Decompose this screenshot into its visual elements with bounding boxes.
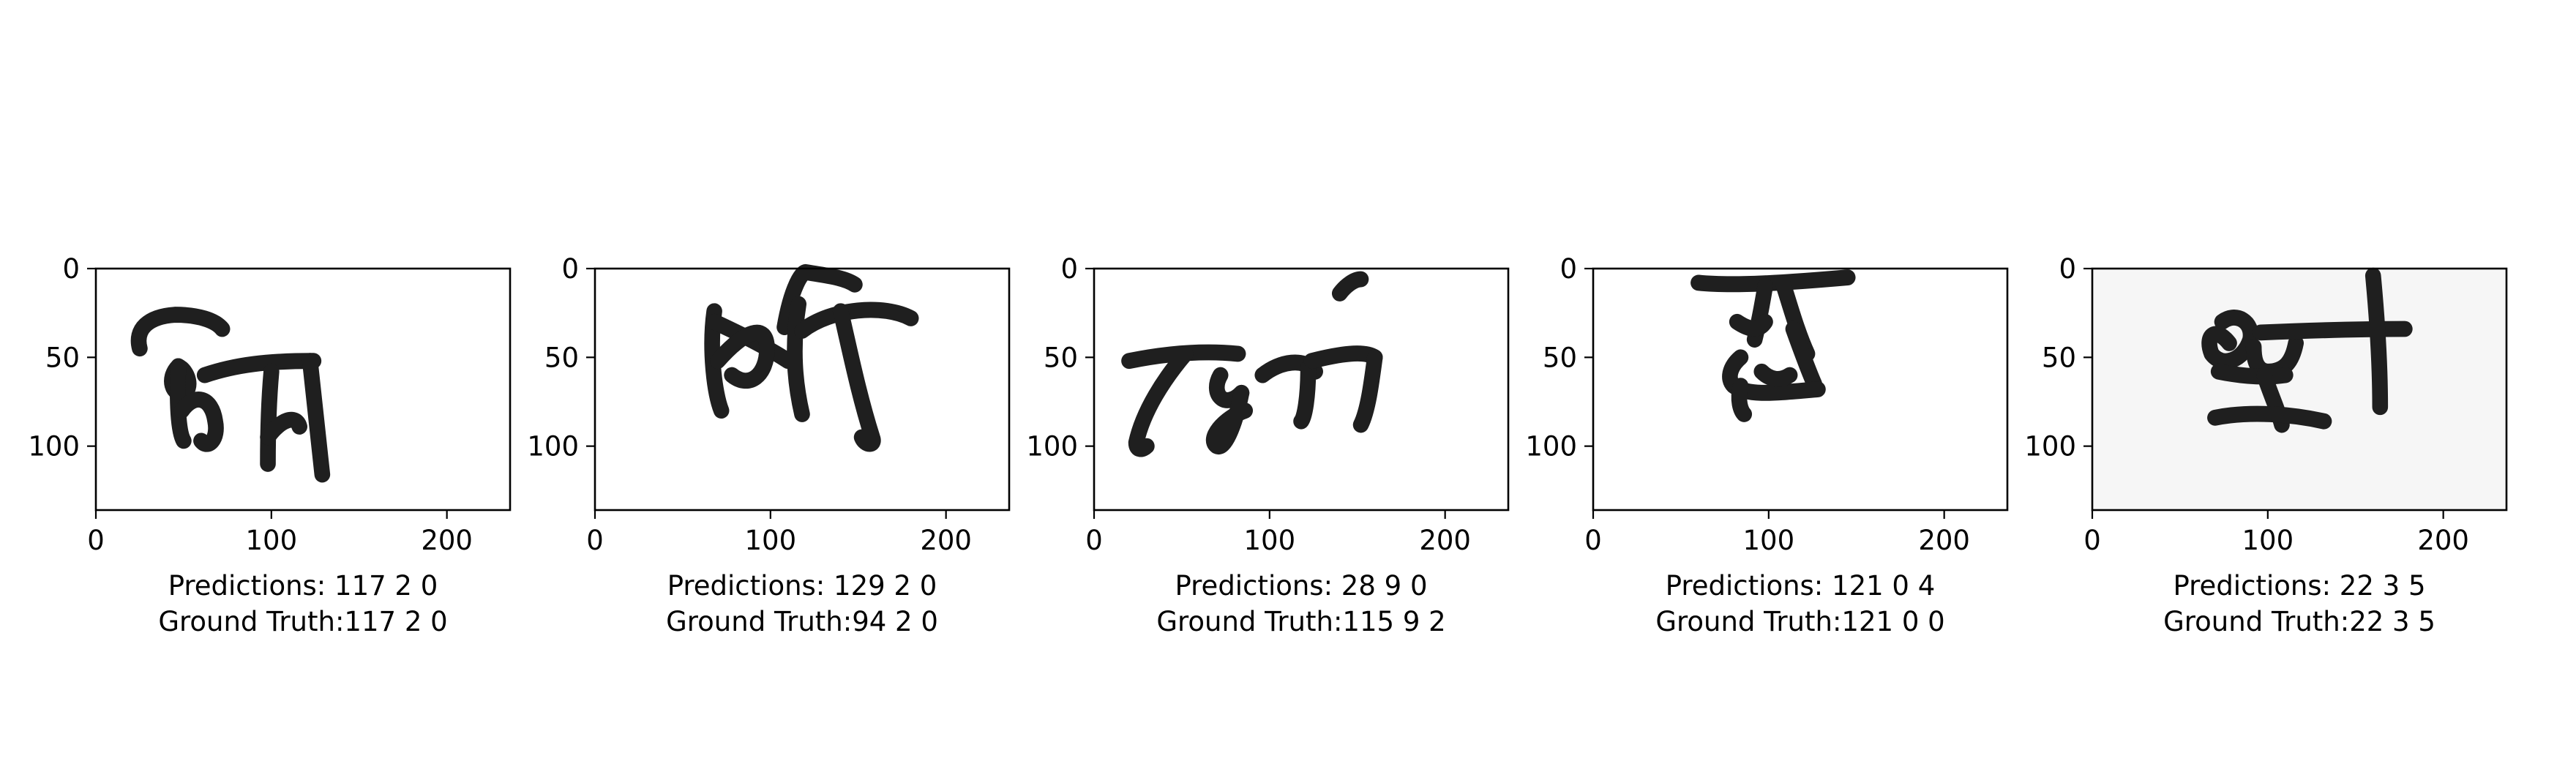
handwritten-glyph bbox=[704, 263, 919, 452]
glyph-stroke bbox=[2201, 310, 2259, 370]
image-area bbox=[2092, 269, 2506, 510]
handwritten-glyph bbox=[2201, 267, 2413, 433]
glyph-stroke bbox=[832, 303, 881, 452]
y-tick-label: 0 bbox=[1060, 253, 1078, 285]
glyph-stroke bbox=[1785, 321, 1822, 392]
x-tick-label: 100 bbox=[1743, 525, 1795, 556]
image-area bbox=[96, 269, 510, 510]
panel-1: 0 100 200 0 50 100 Predictions: 117 2 0 Ground … bbox=[28, 253, 512, 637]
y-tick-label: 50 bbox=[544, 342, 579, 373]
predictions-caption: Predictions: 129 2 0 bbox=[667, 570, 937, 602]
glyph-stroke bbox=[1690, 269, 1856, 293]
axes-frame bbox=[94, 267, 512, 512]
glyph-stroke bbox=[1303, 345, 1383, 370]
glyph-stroke bbox=[776, 263, 863, 335]
ground-truth-caption: Ground Truth:94 2 0 bbox=[666, 606, 938, 637]
glyph-stroke bbox=[1753, 363, 1798, 387]
x-tick-label: 0 bbox=[1584, 525, 1602, 556]
handwritten-glyph bbox=[1690, 269, 1856, 422]
glyph-stroke bbox=[173, 392, 224, 452]
glyph-stroke bbox=[2365, 267, 2389, 416]
panel-4: 0 100 200 0 50 100 Predictions: 121 0 4 Ground … bbox=[1525, 253, 2009, 637]
x-tick-label: 100 bbox=[745, 525, 797, 556]
handwritten-glyph bbox=[1121, 271, 1383, 457]
glyph-stroke bbox=[130, 307, 231, 357]
x-tick-label: 100 bbox=[246, 525, 298, 556]
y-tick-label: 0 bbox=[1560, 253, 1577, 285]
predictions-caption: Predictions: 117 2 0 bbox=[168, 570, 438, 602]
glyph-stroke bbox=[196, 353, 322, 383]
glyph-stroke bbox=[1205, 384, 1254, 454]
y-tick-label: 0 bbox=[62, 253, 80, 285]
x-tick-label: 100 bbox=[2242, 525, 2294, 556]
glyph-stroke bbox=[1293, 359, 1317, 430]
axes-frame bbox=[1093, 267, 1510, 512]
panel-5: 0 100 200 0 50 100 Predictions: 22 3 5 Ground T… bbox=[2024, 253, 2508, 637]
glyph-stroke bbox=[2253, 321, 2413, 341]
axes-frame bbox=[594, 267, 1011, 512]
x-tick-label: 0 bbox=[2083, 525, 2101, 556]
predictions-caption: Predictions: 28 9 0 bbox=[1175, 570, 1428, 602]
handwritten-glyph bbox=[130, 307, 331, 483]
x-tick-label: 200 bbox=[1419, 525, 1471, 556]
x-tick-label: 0 bbox=[586, 525, 604, 556]
glyph-stroke bbox=[260, 411, 307, 446]
glyph-stroke bbox=[2210, 363, 2294, 385]
axes-frame bbox=[2091, 267, 2508, 512]
x-tick-label: 0 bbox=[87, 525, 105, 556]
x-tick-label: 200 bbox=[2417, 525, 2469, 556]
y-tick-label: 100 bbox=[1026, 431, 1078, 462]
y-tick-label: 100 bbox=[1525, 431, 1577, 462]
panel-3: 0 100 200 0 50 100 Predictions: 28 9 0 Ground T… bbox=[1026, 253, 1510, 637]
x-tick-label: 200 bbox=[1918, 525, 1970, 556]
panel-2: 0 100 200 0 50 100 Predictions: 129 2 0 Ground … bbox=[527, 253, 1011, 637]
y-tick-label: 50 bbox=[45, 342, 80, 373]
y-tick-label: 100 bbox=[2024, 431, 2076, 462]
glyph-stroke bbox=[787, 296, 810, 422]
y-tick-label: 100 bbox=[527, 431, 579, 462]
y-tick-label: 0 bbox=[561, 253, 579, 285]
glyph-stroke bbox=[1729, 313, 1773, 337]
ground-truth-caption: Ground Truth:121 0 0 bbox=[1655, 606, 1944, 637]
glyph-stroke bbox=[794, 302, 919, 339]
y-tick-label: 100 bbox=[28, 431, 80, 462]
glyph-stroke bbox=[302, 353, 331, 483]
x-tick-label: 200 bbox=[920, 525, 972, 556]
y-tick-label: 0 bbox=[2059, 253, 2076, 285]
predictions-caption: Predictions: 22 3 5 bbox=[2174, 570, 2426, 602]
glyph-stroke bbox=[710, 324, 775, 389]
y-tick-label: 50 bbox=[2042, 342, 2076, 373]
glyph-stroke bbox=[1731, 378, 1753, 422]
glyph-stroke bbox=[2207, 405, 2332, 430]
ground-truth-caption: Ground Truth:115 9 2 bbox=[1156, 606, 1445, 637]
glyph-stroke bbox=[1128, 345, 1194, 457]
x-tick-label: 100 bbox=[1244, 525, 1296, 556]
ground-truth-caption: Ground Truth:22 3 5 bbox=[2163, 606, 2435, 637]
x-tick-label: 200 bbox=[421, 525, 473, 556]
glyph-stroke bbox=[1352, 349, 1383, 433]
y-tick-label: 50 bbox=[1044, 342, 1078, 373]
ground-truth-caption: Ground Truth:117 2 0 bbox=[158, 606, 447, 637]
glyph-stroke bbox=[1331, 271, 1369, 302]
x-tick-label: 0 bbox=[1085, 525, 1103, 556]
glyph-stroke bbox=[260, 363, 280, 472]
predictions-caption: Predictions: 121 0 4 bbox=[1666, 570, 1936, 602]
axes-frame bbox=[1592, 267, 2009, 512]
y-tick-label: 50 bbox=[1543, 342, 1577, 373]
